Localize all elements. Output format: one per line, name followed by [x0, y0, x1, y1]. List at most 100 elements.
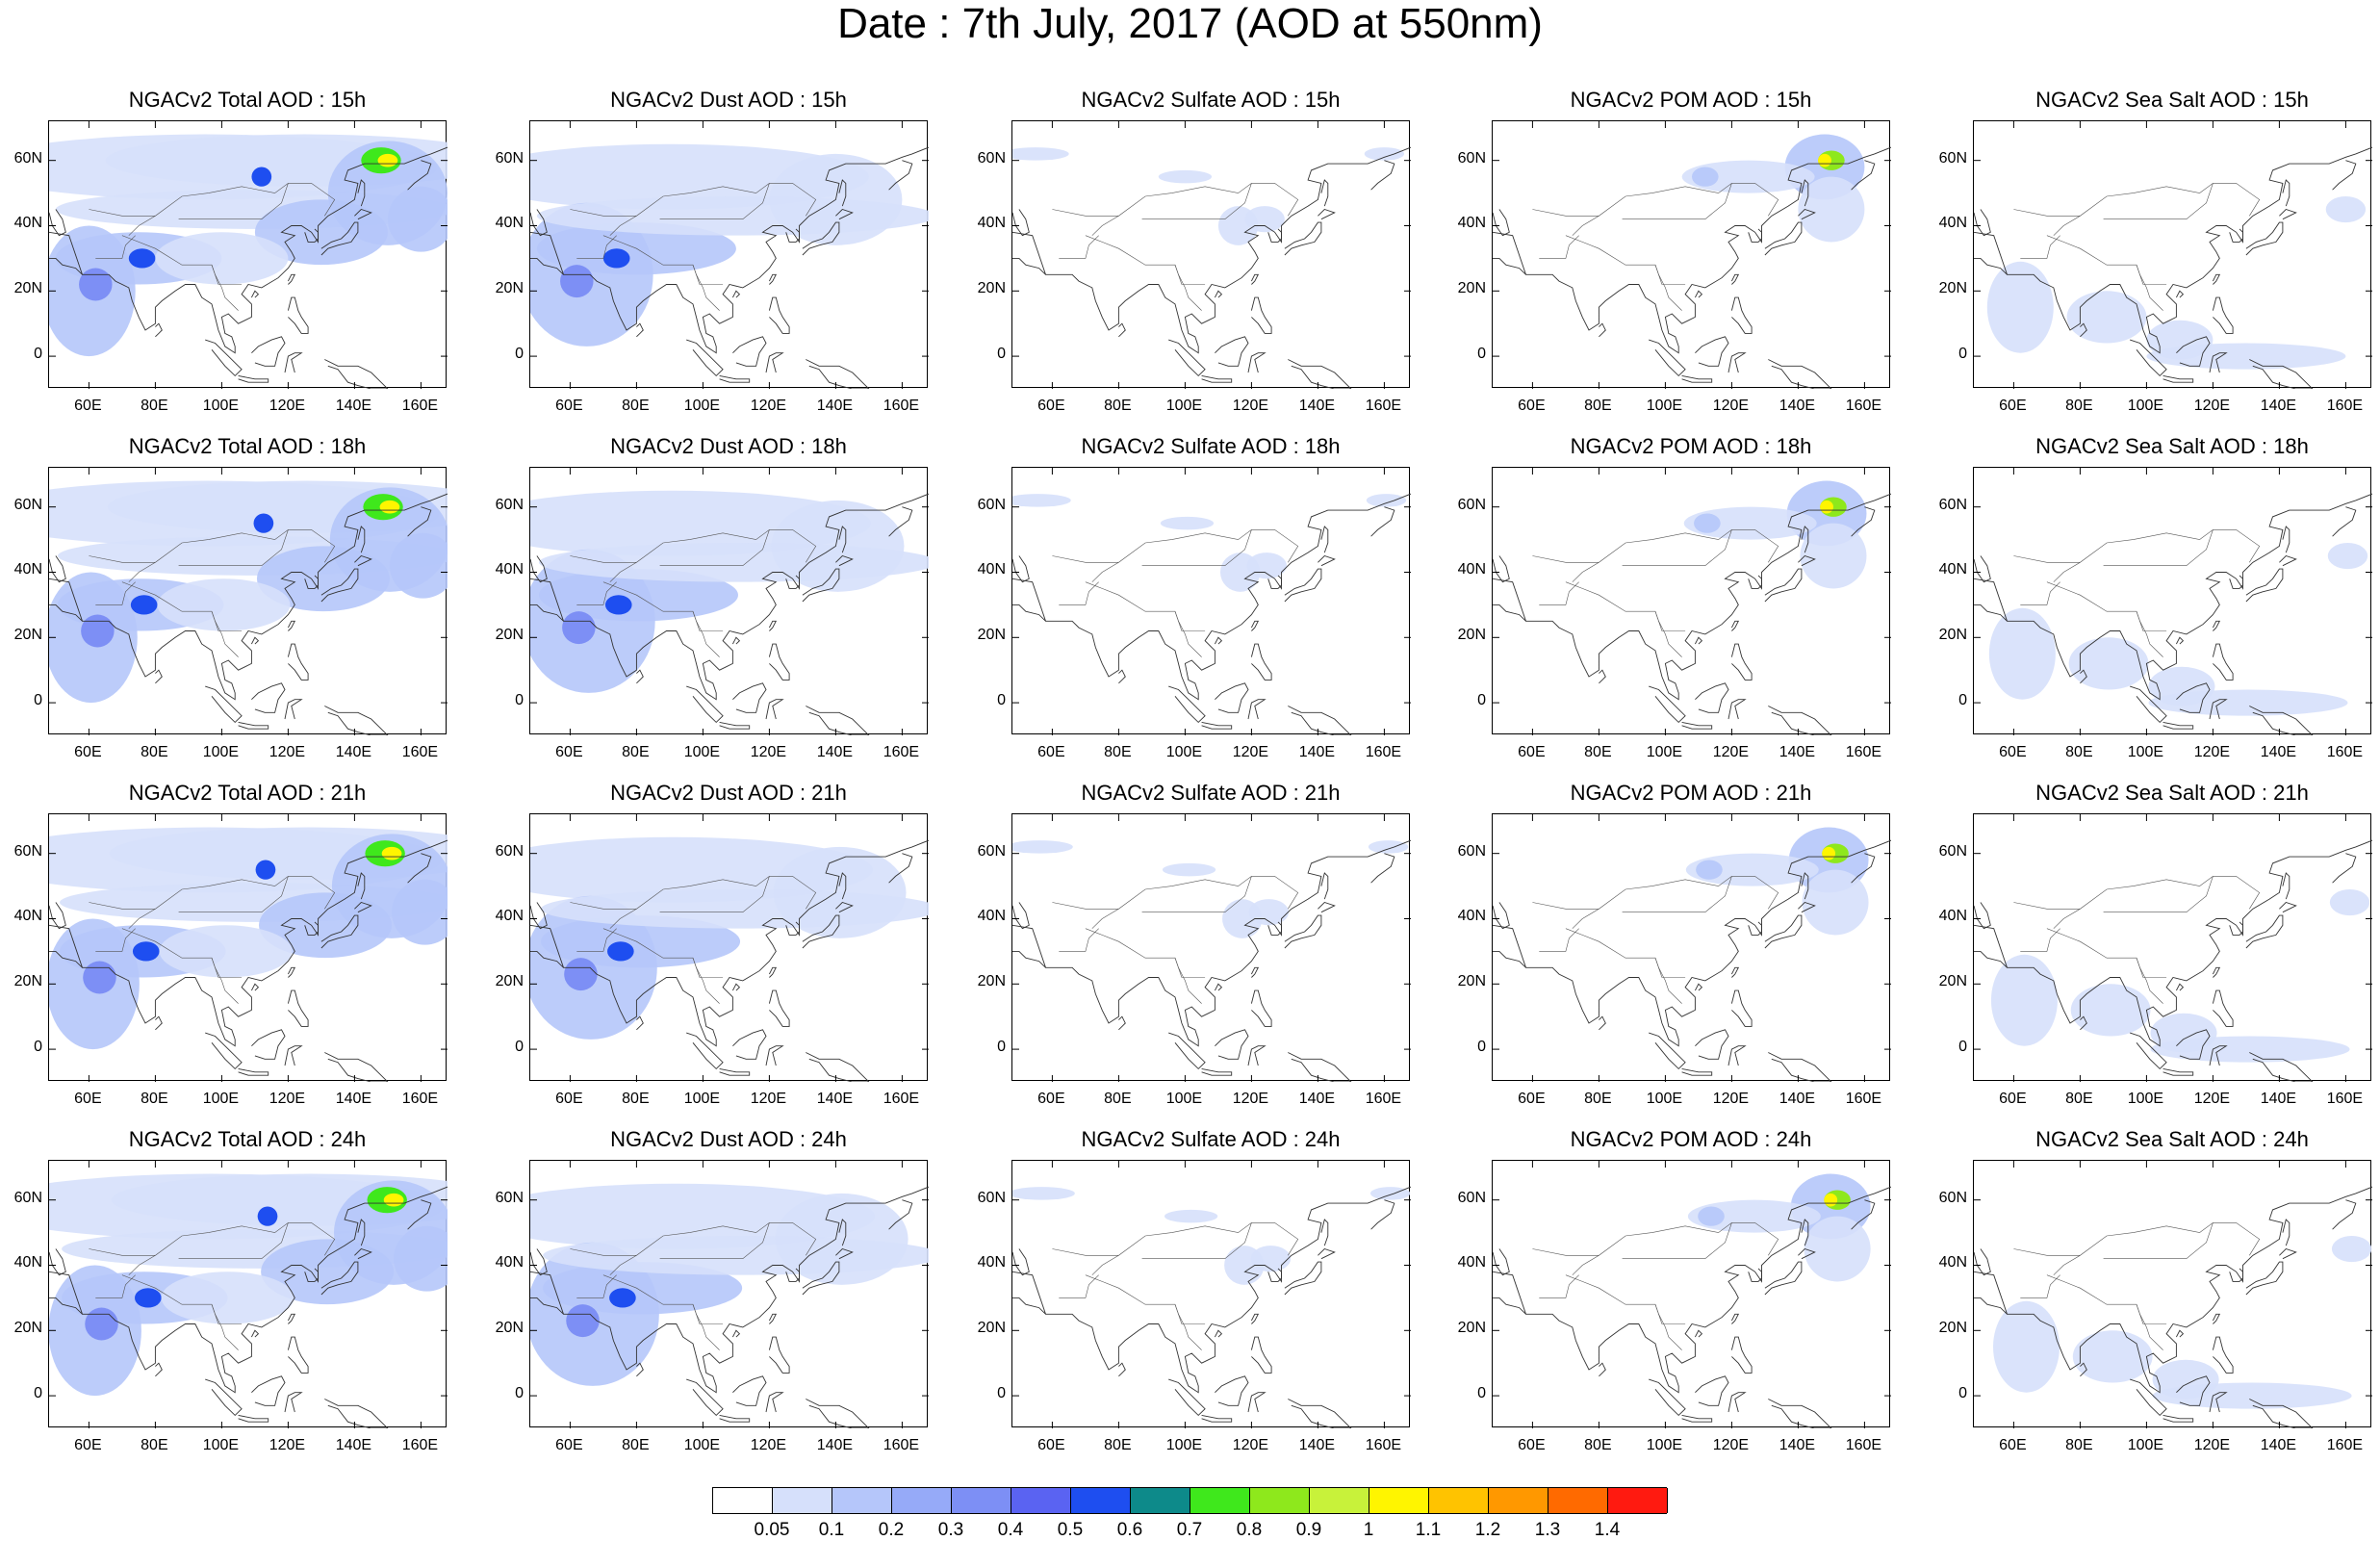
coastline	[251, 1029, 286, 1060]
y-tick-label: 20N	[1457, 973, 1486, 990]
coastline	[354, 554, 372, 567]
panel-title: NGACv2 Dust AOD : 15h	[610, 88, 847, 112]
country-border	[2046, 581, 2167, 631]
coastline	[2279, 554, 2297, 567]
country-border	[1141, 876, 1252, 912]
x-tick-label: 120E	[2193, 1091, 2231, 1107]
x-tick-label: 120E	[1232, 744, 1269, 760]
coastline	[238, 374, 269, 383]
coastline	[838, 179, 847, 207]
country-border	[178, 529, 289, 566]
panel-title: NGACv2 POM AOD : 15h	[1570, 88, 1812, 112]
map-canvas	[49, 1161, 448, 1428]
coastline	[1320, 1219, 1329, 1246]
x-tick-label: 160E	[2326, 1437, 2364, 1453]
country-border	[1174, 1304, 1202, 1350]
coastline	[287, 966, 296, 978]
coastline	[2080, 669, 2087, 684]
coastline	[686, 1032, 724, 1070]
country-border	[576, 1274, 617, 1298]
colorbar-swatch	[1071, 1488, 1131, 1513]
coastline	[530, 1297, 564, 1315]
y-tick-label: 20N	[1938, 1320, 1967, 1337]
country-border	[2103, 529, 2214, 566]
map-panel	[1492, 1160, 1891, 1428]
coastline	[888, 853, 913, 884]
country-border	[1539, 928, 1579, 952]
country-border	[1085, 581, 1206, 631]
coastline	[324, 1399, 389, 1428]
coastline	[1288, 359, 1352, 389]
coastline	[2249, 1399, 2314, 1428]
coastline	[287, 273, 296, 285]
aod-patch	[2070, 984, 2151, 1037]
coastline	[1012, 209, 1030, 237]
aod-patch	[2072, 1330, 2153, 1383]
coastline	[2209, 1392, 2228, 1413]
coastline	[49, 950, 83, 968]
coastline	[1168, 339, 1206, 377]
coastline	[1694, 1329, 1703, 1338]
coastline	[2130, 1378, 2167, 1417]
aod-patch	[83, 961, 116, 994]
x-tick-label: 120E	[269, 744, 306, 760]
coastline	[49, 209, 66, 237]
coastline	[1727, 352, 1747, 373]
country-border	[1085, 928, 1206, 978]
x-tick-label: 120E	[1232, 1437, 1269, 1453]
y-tick-label: 0	[34, 1039, 42, 1056]
coastline	[768, 620, 778, 631]
country-border	[1052, 183, 1299, 217]
x-tick-label: 140E	[2260, 1091, 2297, 1107]
country-border	[211, 611, 239, 657]
coastline	[357, 872, 366, 900]
x-tick-label: 140E	[2260, 744, 2297, 760]
country-border	[2020, 581, 2060, 605]
aod-patch	[130, 595, 158, 615]
y-tick-label: 60N	[1938, 1189, 1967, 1206]
coastline	[1974, 493, 2372, 701]
y-tick-label: 40N	[495, 908, 524, 925]
coastline	[205, 685, 243, 724]
coastline	[155, 322, 163, 338]
aod-patch	[564, 958, 598, 991]
coastline	[1250, 643, 1272, 681]
coastline	[1801, 179, 1809, 207]
colorbar-swatch	[1608, 1488, 1668, 1513]
coastline	[785, 1268, 800, 1282]
x-tick-label: 60E	[555, 744, 583, 760]
coastline	[806, 359, 870, 389]
x-tick-label: 140E	[1779, 744, 1816, 760]
coastline	[251, 1375, 286, 1406]
coastline	[1168, 685, 1206, 724]
x-tick-label: 160E	[2326, 398, 2364, 414]
y-tick-label: 40N	[977, 1254, 1006, 1271]
coastline	[1168, 1032, 1206, 1070]
y-tick-label: 20N	[1938, 627, 1967, 644]
aod-patch	[2148, 689, 2348, 716]
country-border	[89, 183, 336, 217]
coastline	[155, 1015, 163, 1031]
coastline	[2080, 1015, 2087, 1031]
colorbar-swatch	[1131, 1488, 1190, 1513]
coastline	[1215, 1029, 1249, 1060]
y-tick-label: 0	[515, 692, 524, 709]
country-border	[1141, 529, 1252, 566]
coastline	[838, 1219, 847, 1246]
coastline	[1012, 493, 1411, 701]
country-border	[602, 1274, 724, 1324]
country-border	[1174, 265, 1202, 311]
coastline	[2282, 526, 2290, 553]
x-tick-label: 140E	[335, 398, 372, 414]
country-border	[95, 235, 136, 259]
x-tick-label: 160E	[1365, 1437, 1402, 1453]
country-border	[602, 235, 724, 285]
y-tick-label: 40N	[1457, 1254, 1486, 1271]
y-tick-label: 0	[1477, 1039, 1486, 1056]
coastline	[1214, 983, 1223, 991]
coastline	[1284, 1261, 1322, 1296]
x-tick-label: 100E	[1165, 1091, 1203, 1107]
aod-patch	[85, 1307, 118, 1341]
y-tick-label: 40N	[1938, 215, 1967, 232]
colorbar-swatch	[1429, 1488, 1489, 1513]
